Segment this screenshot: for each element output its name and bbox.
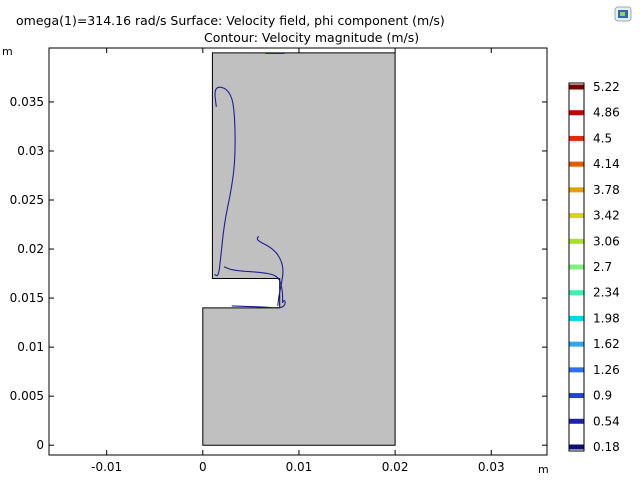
y-tick-label: 0.025 <box>10 193 44 207</box>
x-axis-unit-label: m <box>538 463 549 476</box>
colorbar-label: 3.42 <box>593 209 620 223</box>
image-export-icon <box>614 6 632 22</box>
colorbar-swatch <box>569 367 584 373</box>
colorbar-label: 0.18 <box>593 440 620 454</box>
colorbar-label: 4.5 <box>593 131 612 145</box>
colorbar-swatch <box>569 161 584 167</box>
y-axis-ticks: 0 0.005 0.01 0.015 0.02 0.025 0.03 0.035 <box>10 95 547 452</box>
x-axis-ticks: -0.01 0 0.01 0.02 0.03 <box>91 48 505 474</box>
colorbar-swatch <box>569 213 584 219</box>
contour-line <box>231 300 286 309</box>
image-export-button[interactable] <box>613 5 633 23</box>
y-tick-label: 0.035 <box>10 95 44 109</box>
x-tick-label: 0.03 <box>478 460 505 474</box>
y-tick-label: 0.015 <box>10 291 44 305</box>
colorbar-swatch <box>569 84 584 90</box>
geometry-domain <box>202 52 396 446</box>
colorbar-label: 1.98 <box>593 311 620 325</box>
colorbar-swatch <box>569 110 584 116</box>
colorbar-swatch <box>569 315 584 321</box>
colorbar-swatch <box>569 341 584 347</box>
colorbar-label: 2.34 <box>593 286 620 300</box>
plot-title-contour: Contour: Velocity magnitude (m/s) <box>204 30 420 45</box>
x-tick-label: 0 <box>199 460 207 474</box>
colorbar-label: 4.86 <box>593 106 620 120</box>
domain-surface <box>202 52 396 446</box>
colorbar-label: 5.22 <box>593 80 620 94</box>
x-tick-label: 0.01 <box>286 460 313 474</box>
colorbar-swatch <box>569 393 584 399</box>
colorbar-label: 0.9 <box>593 389 612 403</box>
colorbar-swatch <box>569 444 584 450</box>
colorbar-legend: 5.22 4.86 4.5 4.14 3.78 3.42 3.06 2.7 2.34 1.98 1.… <box>568 80 620 454</box>
colorbar-label: 0.54 <box>593 414 620 428</box>
y-tick-label: 0 <box>36 438 44 452</box>
contour-line <box>256 235 284 306</box>
colorbar-swatch <box>569 264 584 270</box>
y-tick-label: 0.02 <box>17 242 44 256</box>
colorbar-swatch <box>569 418 584 424</box>
colorbar-label: 1.62 <box>593 337 620 351</box>
colorbar-label: 3.78 <box>593 183 620 197</box>
colorbar-swatch <box>569 290 584 296</box>
contour-lines <box>214 52 286 309</box>
x-tick-label: 0.02 <box>382 460 409 474</box>
colorbar-label: 3.06 <box>593 234 620 248</box>
contour-line <box>214 86 236 277</box>
colorbar-swatch <box>569 135 584 141</box>
y-tick-label: 0.005 <box>10 389 44 403</box>
plot-title-surface: omega(1)=314.16 rad/s Surface: Velocity … <box>16 13 445 28</box>
colorbar-swatch <box>569 187 584 193</box>
y-axis-unit-label: m <box>2 45 13 58</box>
y-tick-label: 0.01 <box>17 340 44 354</box>
x-tick-label: -0.01 <box>91 460 122 474</box>
colorbar-label: 1.26 <box>593 363 620 377</box>
y-tick-label: 0.03 <box>17 144 44 158</box>
colorbar-label: 4.14 <box>593 157 620 171</box>
colorbar-swatch <box>569 238 584 244</box>
colorbar-label: 2.7 <box>593 260 612 274</box>
